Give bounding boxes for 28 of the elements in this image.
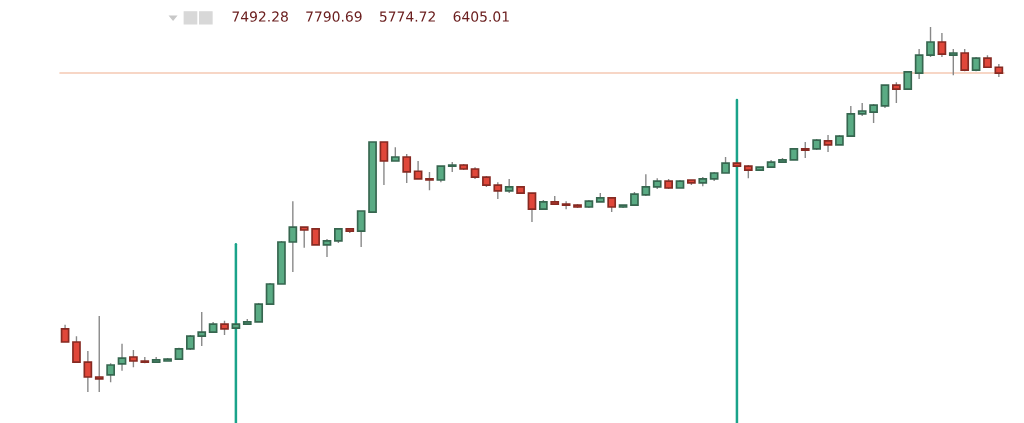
text: 7492.28 (232, 11, 288, 22)
candlestick (823, 134, 833, 153)
candlestick (527, 192, 537, 223)
candlestick (561, 200, 571, 210)
candlestick (117, 343, 127, 372)
candlestick (197, 311, 207, 347)
candlestick (322, 238, 332, 258)
candlestick (356, 210, 366, 248)
candlestick (948, 48, 958, 76)
candlestick (72, 335, 81, 363)
candlestick (937, 32, 947, 58)
candlestick (83, 350, 93, 392)
candlestick (288, 200, 298, 273)
candlestick (891, 81, 901, 104)
candlestick (425, 171, 434, 191)
candlestick (402, 153, 412, 184)
text: 6405.01 (453, 11, 509, 22)
candlestick (106, 362, 116, 383)
candlestick (94, 315, 104, 392)
candlestick (926, 27, 935, 58)
candlestick (914, 48, 924, 80)
candlestick (299, 226, 309, 249)
candlestick (869, 103, 878, 124)
text: 7790.69 (306, 11, 362, 22)
text: 5774.72 (379, 11, 435, 22)
candlestick (846, 105, 856, 138)
candlestick (379, 141, 389, 186)
candlestick (880, 84, 890, 109)
